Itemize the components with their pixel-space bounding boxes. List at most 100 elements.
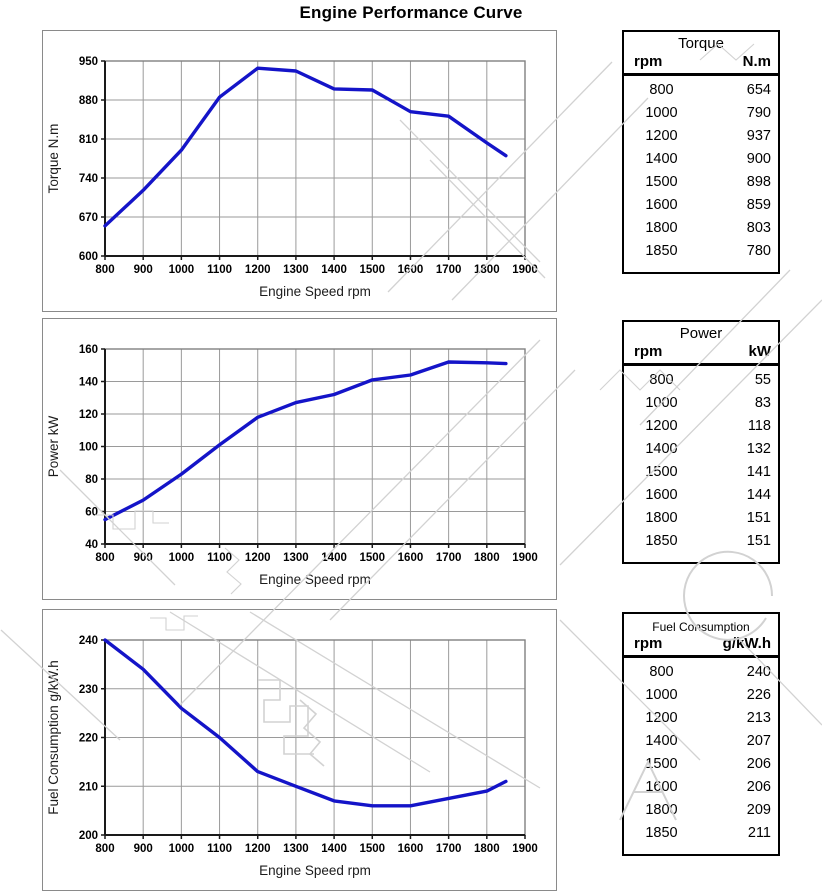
value-cell: 937: [746, 128, 771, 144]
x-tick-label: 1000: [169, 843, 195, 855]
y-tick-label: 210: [79, 781, 98, 793]
y-tick-label: 220: [79, 733, 98, 745]
value-cell: 207: [746, 733, 771, 749]
table-row: 1500 206: [624, 753, 778, 776]
y-axis-title: Fuel Consumption g/kW.h: [46, 660, 61, 815]
x-tick-label: 1500: [359, 843, 385, 855]
y-tick-label: 200: [79, 830, 98, 842]
x-tick-label: 1700: [436, 843, 462, 855]
rpm-column-header: rpm: [634, 343, 663, 360]
y-tick-label: 80: [85, 474, 98, 486]
rpm-cell: 1800: [645, 510, 678, 526]
value-cell: 803: [746, 220, 771, 236]
value-cell: 151: [746, 510, 771, 526]
table-header-row: rpm N.m: [624, 53, 778, 76]
rpm-cell: 1800: [645, 220, 678, 236]
value-cell: 209: [746, 802, 771, 818]
table-row: 1600 206: [624, 776, 778, 799]
rpm-cell: 1850: [645, 243, 678, 259]
x-tick-label: 1200: [245, 552, 271, 564]
rpm-cell: 1500: [645, 174, 678, 190]
table-row: 1600 859: [624, 194, 778, 217]
rpm-cell: 1000: [645, 687, 678, 703]
fuel-consumption-curve: [103, 638, 508, 808]
y-tick-label: 120: [79, 409, 98, 421]
rpm-cell: 1400: [645, 151, 678, 167]
y-tick-label: 670: [79, 212, 98, 224]
value-cell: 132: [746, 441, 771, 457]
value-column-header: g/kW.h: [722, 635, 771, 652]
y-tick-label: 810: [79, 134, 98, 146]
table-row: 800 654: [624, 79, 778, 102]
y-tick-label: 950: [79, 56, 98, 68]
table-row: 1800 151: [624, 507, 778, 530]
x-tick-label: 900: [134, 843, 153, 855]
x-tick-label: 900: [134, 264, 153, 276]
y-tick-label: 740: [79, 173, 98, 185]
y-tick-label: 160: [79, 344, 98, 356]
torque-chart-svg: 800 900 1000 1100 1200 1300 1400 1500 1600 1700 18…: [46, 56, 538, 299]
y-tick-label: 60: [85, 507, 98, 519]
value-column-header: kW: [748, 343, 772, 360]
rpm-cell: 1200: [645, 710, 678, 726]
x-tick-label: 1400: [321, 552, 347, 564]
rpm-column-header: rpm: [634, 53, 663, 70]
rpm-cell: 800: [649, 664, 674, 680]
y-tick-label: 600: [79, 251, 98, 263]
torque-chart: 800 900 1000 1100 1200 1300 1400 1500 1600 1700 18…: [42, 30, 557, 312]
page-title: Engine Performance Curve: [299, 3, 523, 22]
rpm-cell: 1850: [645, 533, 678, 549]
x-tick-label: 1500: [359, 552, 385, 564]
table-row: 1200 213: [624, 707, 778, 730]
rpm-column-header: rpm: [634, 635, 663, 652]
rpm-cell: 1000: [645, 105, 678, 121]
x-tick-label: 1900: [512, 264, 538, 276]
value-cell: 118: [747, 418, 771, 434]
value-cell: 151: [746, 533, 771, 549]
table-row: 1500 141: [624, 461, 778, 484]
table-row: 800 55: [624, 369, 778, 392]
x-tick-label: 1600: [398, 264, 424, 276]
table-row: 1000 83: [624, 392, 778, 415]
y-tick-label: 140: [79, 377, 98, 389]
fuel-consumption-chart: 800 900 1000 1100 1200 1300 1400 1500 1600 1700 18…: [42, 609, 557, 891]
y-tick-label: 100: [79, 442, 98, 454]
x-tick-label: 1200: [245, 264, 271, 276]
power-curve: [103, 360, 508, 522]
torque-table: Torque rpm N.m 800 654 1000 790 1200 937 1400 900 1…: [622, 30, 780, 274]
x-axis-title: Engine Speed rpm: [259, 284, 371, 299]
table-row: 1800 803: [624, 217, 778, 240]
x-tick-label: 1800: [474, 264, 500, 276]
x-tick-label: 800: [95, 552, 114, 564]
y-tick-label: 40: [85, 539, 98, 551]
table-row: 1400 207: [624, 730, 778, 753]
table-row: 1800 209: [624, 799, 778, 822]
value-cell: 780: [746, 243, 771, 259]
table-row: 1600 144: [624, 484, 778, 507]
fuel-consumption-table: Fuel Consumption rpm g/kW.h 800 240 1000 226 12…: [622, 612, 780, 856]
rpm-cell: 1600: [645, 487, 678, 503]
rpm-cell: 1500: [645, 464, 678, 480]
x-tick-label: 1700: [436, 264, 462, 276]
x-tick-label: 1400: [321, 264, 347, 276]
x-tick-label: 1300: [283, 843, 309, 855]
value-cell: 900: [746, 151, 771, 167]
rpm-cell: 1200: [645, 418, 678, 434]
value-column-header: N.m: [742, 53, 771, 70]
y-tick-label: 880: [79, 95, 98, 107]
table-title: Power: [679, 325, 723, 342]
x-tick-label: 1100: [207, 552, 232, 564]
x-tick-label: 1800: [474, 843, 500, 855]
rpm-cell: 800: [649, 82, 674, 98]
rpm-cell: 1850: [645, 825, 678, 841]
x-tick-label: 1100: [207, 843, 232, 855]
value-cell: 144: [746, 487, 771, 503]
value-cell: 213: [746, 710, 771, 726]
fuel-consumption-chart-svg: 800 900 1000 1100 1200 1300 1400 1500 1600 1700 18…: [46, 635, 538, 878]
table-row: 1850 780: [624, 240, 778, 263]
table-row: 1200 118: [624, 415, 778, 438]
table-row: 1500 898: [624, 171, 778, 194]
rpm-cell: 1600: [645, 779, 678, 795]
y-axis-title: Torque N.m: [46, 124, 61, 194]
table-title: Torque: [678, 35, 724, 52]
